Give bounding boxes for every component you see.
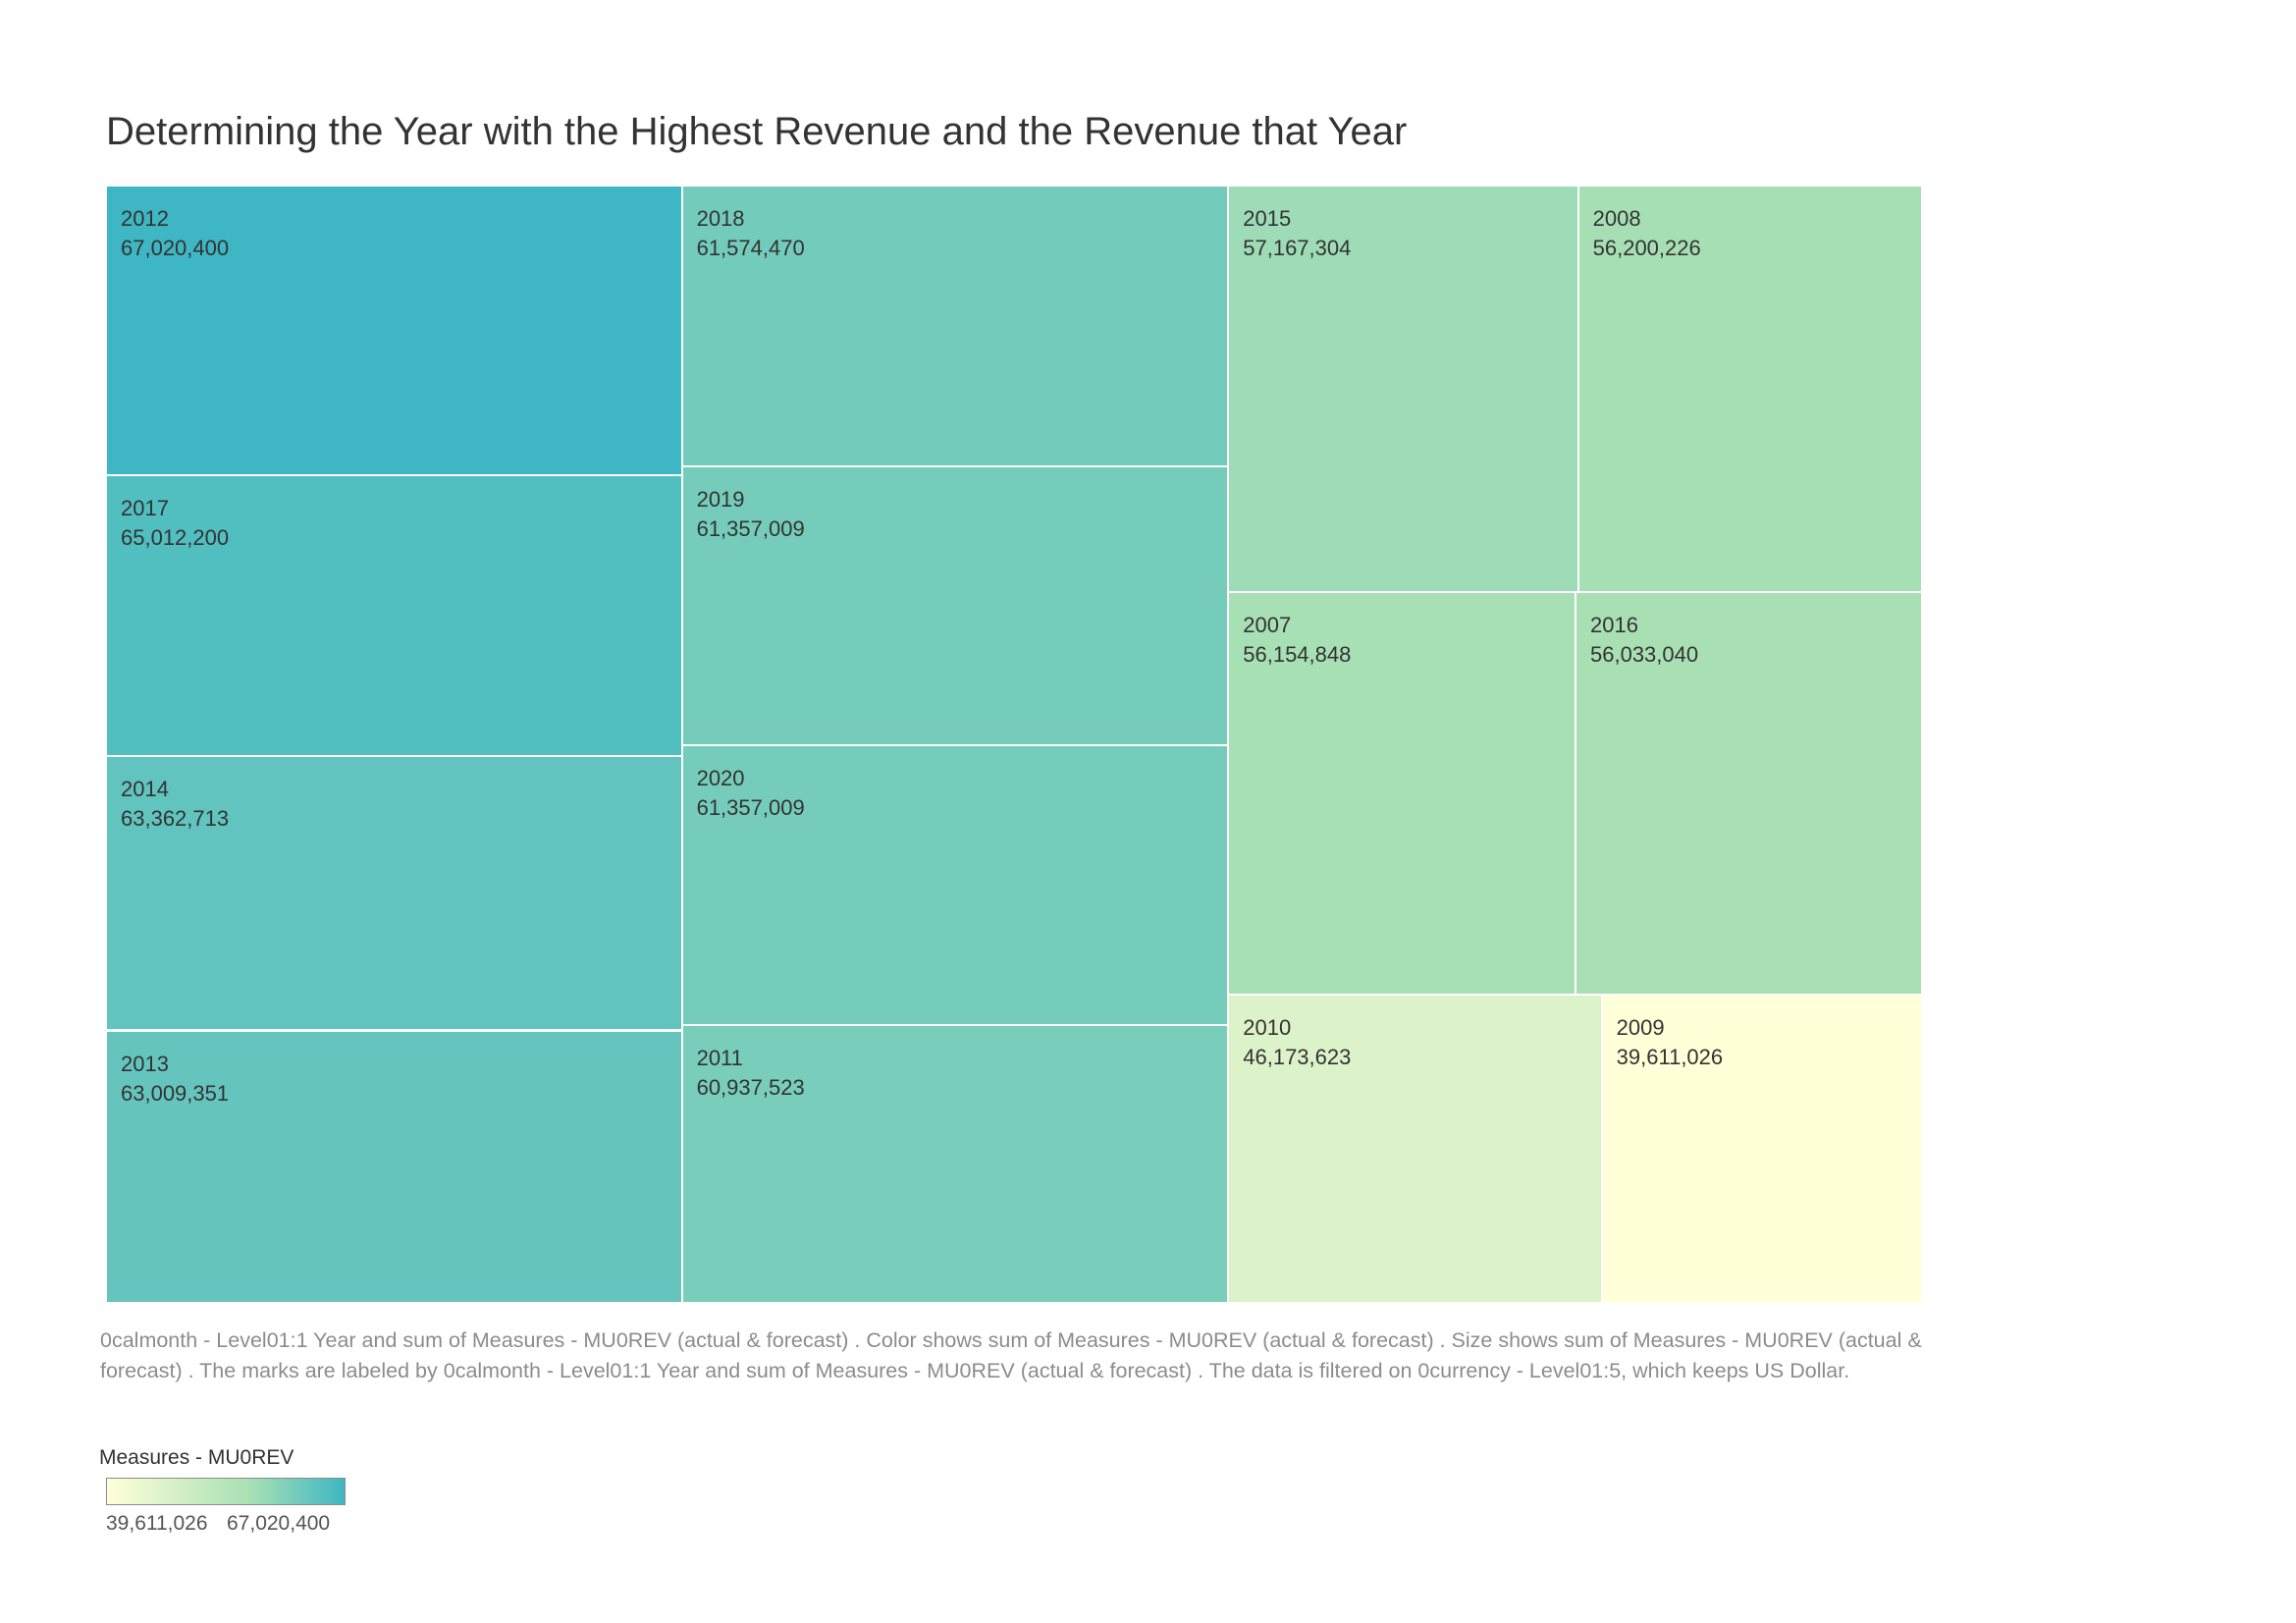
treemap-tile-2016: 2016 56,033,040 — [1575, 592, 1922, 996]
treemap: 2012 67,020,400 2017 65,012,200 2014 63,362,7… — [106, 186, 1922, 1303]
tile-year-label: 2020 — [696, 766, 745, 791]
tile-year-label: 2016 — [1590, 613, 1638, 638]
tile-year-label: 2017 — [121, 496, 169, 521]
legend-color-bar — [106, 1478, 346, 1505]
tile-label: 2013 63,009,351 — [121, 1050, 229, 1109]
tile-value-label: 39,611,026 — [1616, 1045, 1724, 1070]
tile-label: 2020 61,357,009 — [697, 764, 805, 823]
tile-label: 2018 61,574,470 — [697, 204, 805, 263]
tile-label: 2017 65,012,200 — [121, 494, 229, 553]
tile-year-label: 2011 — [696, 1046, 743, 1071]
chart-title: Determining the Year with the Highest Re… — [106, 110, 1408, 153]
treemap-tile-2019: 2019 61,357,009 — [681, 465, 1229, 746]
treemap-tile-2020: 2020 61,357,009 — [681, 745, 1229, 1026]
tile-label: 2019 61,357,009 — [697, 485, 805, 544]
tile-label: 2010 46,173,623 — [1243, 1013, 1351, 1072]
chart-caption: 0calmonth - Level01:1 Year and sum of Me… — [100, 1328, 1922, 1382]
legend-max-label: 67,020,400 — [227, 1512, 331, 1535]
tile-label: 2016 56,033,040 — [1590, 611, 1698, 670]
treemap-tile-2018: 2018 61,574,470 — [681, 186, 1229, 466]
treemap-tile-2008: 2008 56,200,226 — [1577, 186, 1922, 593]
tile-value-label: 67,020,400 — [121, 236, 230, 260]
treemap-tile-2013: 2013 63,009,351 — [106, 1030, 682, 1303]
tile-year-label: 2008 — [1592, 206, 1641, 231]
treemap-tile-2017: 2017 65,012,200 — [106, 475, 682, 757]
tile-year-label: 2009 — [1616, 1015, 1665, 1041]
tile-value-label: 56,033,040 — [1590, 642, 1699, 668]
tile-value-label: 61,357,009 — [696, 795, 805, 821]
tile-value-label: 61,357,009 — [696, 515, 805, 541]
tile-value-label: 60,937,523 — [696, 1075, 805, 1101]
tile-label: 2015 57,167,304 — [1243, 204, 1351, 263]
tile-year-label: 2013 — [121, 1051, 169, 1076]
tile-value-label: 63,009,351 — [121, 1080, 230, 1106]
treemap-tile-2009: 2009 39,611,026 — [1601, 995, 1922, 1303]
tile-label: 2012 67,020,400 — [121, 204, 229, 263]
tile-label: 2011 60,937,523 — [697, 1044, 805, 1103]
tile-value-label: 63,362,713 — [121, 806, 230, 832]
tile-year-label: 2018 — [696, 206, 745, 231]
tile-year-label: 2014 — [121, 777, 169, 802]
treemap-tile-2007: 2007 56,154,848 — [1228, 592, 1575, 996]
tile-value-label: 46,173,623 — [1243, 1045, 1352, 1070]
tile-label: 2009 39,611,026 — [1617, 1013, 1723, 1072]
treemap-tile-2015: 2015 57,167,304 — [1228, 186, 1578, 593]
tile-label: 2014 63,362,713 — [121, 775, 229, 834]
tile-value-label: 57,167,304 — [1243, 236, 1352, 260]
tile-year-label: 2015 — [1243, 206, 1292, 231]
tile-value-label: 56,154,848 — [1243, 642, 1352, 668]
tile-year-label: 2019 — [696, 486, 745, 512]
tile-year-label: 2010 — [1243, 1015, 1292, 1041]
tile-value-label: 65,012,200 — [121, 525, 230, 551]
treemap-tile-2012: 2012 67,020,400 — [106, 186, 682, 476]
legend-min-label: 39,611,026 — [106, 1512, 208, 1535]
treemap-tile-2011: 2011 60,937,523 — [681, 1025, 1229, 1303]
tile-year-label: 2007 — [1243, 613, 1292, 638]
treemap-tile-2014: 2014 63,362,713 — [106, 756, 682, 1031]
tile-label: 2007 56,154,848 — [1243, 611, 1351, 670]
tile-label: 2008 56,200,226 — [1593, 204, 1701, 263]
tile-year-label: 2012 — [121, 206, 169, 231]
tile-value-label: 61,574,470 — [696, 236, 805, 260]
legend-title: Measures - MU0REV — [99, 1446, 294, 1469]
tile-value-label: 56,200,226 — [1592, 236, 1701, 260]
treemap-tile-2010: 2010 46,173,623 — [1228, 995, 1602, 1303]
